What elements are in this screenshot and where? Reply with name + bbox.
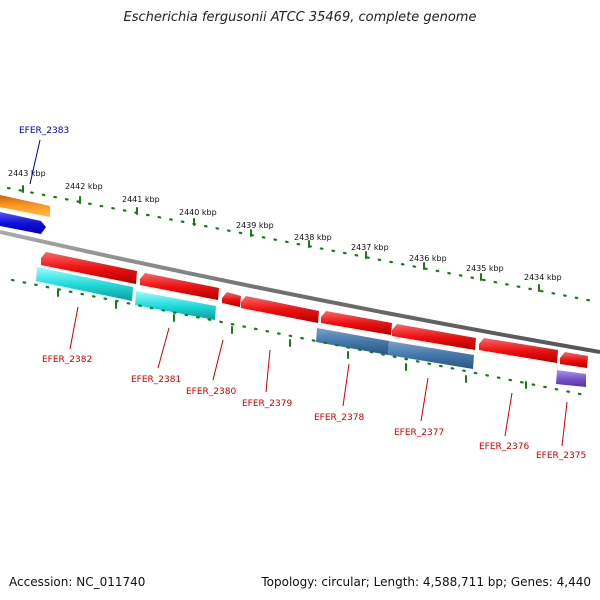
gene-label-efer-2378: EFER_2378 xyxy=(314,413,364,423)
gene-efer-2381-cds xyxy=(135,291,216,320)
gene-efer-2383-track-outer xyxy=(0,195,50,217)
gene-efer-2375-cds xyxy=(556,370,586,387)
scale-label: 2437 kbp xyxy=(351,243,389,252)
gene-efer-2376 xyxy=(479,338,558,363)
genome-summary: Topology: circular; Length: 4,588,711 bp… xyxy=(261,575,591,589)
gene-efer-2375-red xyxy=(560,352,588,368)
scale-label: 2438 kbp xyxy=(294,233,332,242)
leader-efer-2378 xyxy=(342,363,350,407)
label-leaders xyxy=(29,139,568,447)
gene-efer-2382 xyxy=(41,252,137,284)
gene-efer-2377-cds xyxy=(388,341,474,369)
gene-efer-2380 xyxy=(222,292,241,307)
inner-tick-row xyxy=(10,278,592,398)
gene-label-efer-2377: EFER_2377 xyxy=(394,428,444,438)
gene-label-efer-2382: EFER_2382 xyxy=(42,355,92,365)
leader-efer-2376 xyxy=(504,392,513,437)
scale-label: 2441 kbp xyxy=(122,195,160,204)
scale-labels: 2443 kbp 2442 kbp 2441 kbp 2440 kbp 2439… xyxy=(8,169,562,282)
outer-tick-row xyxy=(6,185,600,304)
gene-efer-2377-red xyxy=(392,324,476,350)
gene-efer-2383 xyxy=(0,212,46,234)
gene-label-efer-2375: EFER_2375 xyxy=(536,451,586,461)
gene-efer-2381 xyxy=(140,273,219,300)
inner-gene-row-red xyxy=(41,252,588,368)
genome-backbone xyxy=(0,230,600,354)
leader-efer-2382 xyxy=(69,306,79,350)
gene-label-efer-2376: EFER_2376 xyxy=(479,442,529,452)
gene-efer-2379 xyxy=(241,296,319,323)
scale-label: 2440 kbp xyxy=(179,208,217,217)
scale-label: 2436 kbp xyxy=(409,254,447,263)
gene-label-efer-2383: EFER_2383 xyxy=(19,126,69,136)
gene-efer-2378-cds xyxy=(316,328,389,355)
map-title: Escherichia fergusonii ATCC 35469, compl… xyxy=(123,10,477,25)
leader-efer-2381 xyxy=(157,327,170,369)
gene-efer-2382-cds xyxy=(36,267,133,301)
leader-efer-2383 xyxy=(29,139,41,185)
gene-efer-2378-red xyxy=(321,311,392,335)
leader-efer-2377 xyxy=(420,377,429,422)
leader-efer-2375 xyxy=(561,401,568,447)
gene-label-efer-2380: EFER_2380 xyxy=(186,387,236,397)
leader-efer-2380 xyxy=(212,339,224,381)
scale-label: 2435 kbp xyxy=(466,264,504,273)
accession-label: Accession: NC_011740 xyxy=(9,575,146,589)
scale-label: 2439 kbp xyxy=(236,221,274,230)
scale-label: 2434 kbp xyxy=(524,273,562,282)
leader-efer-2379 xyxy=(265,349,271,393)
gene-label-efer-2381: EFER_2381 xyxy=(131,375,181,385)
gene-labels: EFER_2383 EFER_2382 EFER_2381 EFER_2380 … xyxy=(19,126,586,461)
scale-label: 2442 kbp xyxy=(65,182,103,191)
inner-gene-row-2 xyxy=(36,267,586,387)
gene-label-efer-2379: EFER_2379 xyxy=(242,399,292,409)
scale-label: 2443 kbp xyxy=(8,169,46,178)
